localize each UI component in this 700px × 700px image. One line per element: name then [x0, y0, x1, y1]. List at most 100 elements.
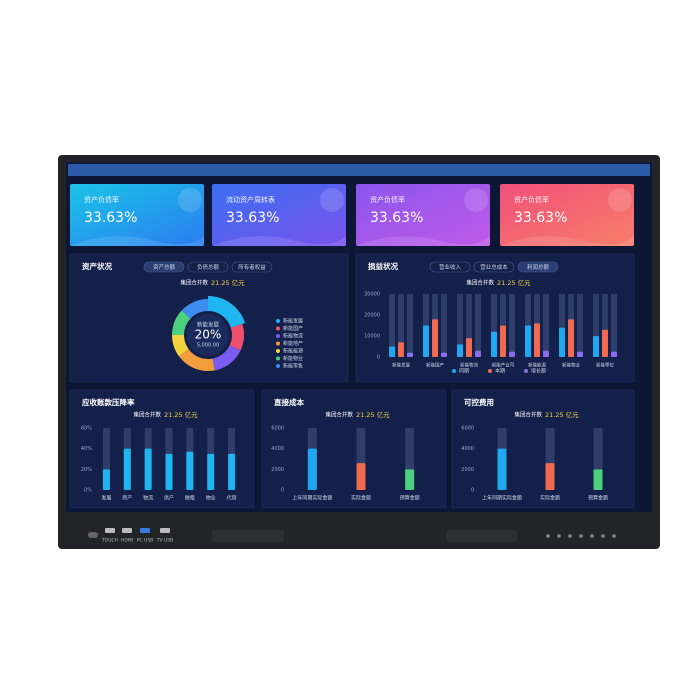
card-title: 资产负债率: [84, 195, 119, 204]
card-value: 33.63%: [370, 210, 423, 226]
y-tick-label: 6000: [271, 426, 284, 432]
card: [356, 184, 490, 246]
bar-track: [389, 294, 395, 357]
bar: [475, 350, 481, 357]
legend-label: 新能地产: [283, 340, 303, 347]
bar: [525, 325, 531, 357]
legend-label: 增长额: [531, 368, 546, 375]
y-tick-label: 0%: [84, 488, 92, 494]
tab-label[interactable]: 营业总成本: [480, 263, 508, 271]
bar-track: [475, 294, 481, 357]
card-title: 流动资产周转表: [226, 195, 275, 204]
tab[interactable]: [231, 261, 273, 273]
card-decoration: [500, 236, 634, 246]
panel-title: 直接成本: [274, 397, 304, 407]
legend-dot: [276, 349, 280, 353]
bar: [165, 453, 173, 490]
panel: [69, 389, 255, 509]
x-tick-label: 新能零位: [596, 362, 614, 369]
total: 21.25 亿元: [497, 278, 531, 287]
x-tick-label: 实际金额: [540, 495, 560, 502]
tab-label[interactable]: 负债总额: [197, 263, 220, 271]
tab-label[interactable]: 资产总额: [153, 263, 176, 271]
bar-track: [611, 294, 617, 357]
pie-slice: [181, 299, 208, 319]
port: [140, 528, 150, 533]
legend-label: 新能发展: [283, 318, 303, 325]
x-tick-label: 新能国产: [426, 362, 444, 369]
tab[interactable]: [187, 261, 229, 273]
center-value: 20%: [195, 328, 222, 342]
bar: [144, 448, 152, 490]
tab[interactable]: [473, 261, 515, 273]
bar: [186, 451, 194, 490]
bar: [207, 453, 215, 490]
legend-dot: [524, 369, 528, 373]
bar: [389, 346, 395, 357]
legend-label: 新能能源: [283, 348, 303, 355]
y-tick-label: 2000: [461, 467, 474, 473]
tab[interactable]: [517, 261, 559, 273]
pie-slice: [208, 296, 246, 328]
bar-track: [577, 294, 583, 357]
bar: [602, 329, 608, 357]
x-tick-label: 代管: [227, 495, 237, 502]
panel-title: 资产状况: [82, 261, 112, 271]
bar: [102, 469, 110, 490]
buttons[interactable]: [546, 534, 616, 538]
subtitle: 集团合并数: [180, 279, 208, 287]
bar: [432, 319, 438, 357]
bar: [534, 323, 540, 357]
tab-label[interactable]: 利润总额: [527, 263, 550, 271]
bar: [123, 448, 131, 490]
y-tick-label: 40%: [81, 446, 92, 452]
y-tick-label: 6000: [461, 426, 474, 432]
panel: [451, 389, 635, 509]
legend-dot: [276, 341, 280, 346]
bar: [457, 344, 463, 357]
bar: [545, 463, 555, 490]
legend-label: 新能物业: [283, 355, 303, 362]
power-button[interactable]: [88, 532, 98, 538]
card-decoration: [608, 188, 632, 212]
bar-track: [543, 294, 549, 357]
bar: [466, 338, 472, 357]
bar: [593, 336, 599, 357]
tab-label[interactable]: 所有者权益: [238, 263, 266, 271]
tab[interactable]: [143, 261, 185, 273]
tab[interactable]: [429, 261, 471, 273]
legend-dot: [276, 319, 280, 323]
y-tick-label: 4000: [461, 446, 474, 452]
legend-label: 新能零售: [283, 363, 303, 370]
y-tick-label: 2000: [271, 467, 284, 473]
bar: [398, 342, 404, 357]
x-tick-label: 发展: [101, 495, 111, 502]
bar-track: [398, 294, 404, 357]
card-decoration: [320, 188, 344, 212]
x-tick-label: 房产: [122, 495, 132, 502]
bar: [577, 351, 583, 357]
bar: [509, 351, 515, 357]
subtitle: 集团合并数: [514, 411, 542, 419]
port-label: PC USB: [137, 538, 154, 544]
card-title: 资产负债率: [370, 195, 405, 204]
card-value: 33.63%: [514, 210, 567, 226]
legend-label: 新能国产: [283, 325, 303, 332]
total: 21.25 亿元: [211, 278, 245, 287]
tab-label[interactable]: 营业收入: [439, 263, 462, 271]
panel: [261, 389, 447, 509]
y-tick-label: 20%: [81, 467, 92, 473]
bar: [593, 469, 603, 490]
x-tick-label: 新能物流: [460, 362, 478, 369]
speaker: [446, 530, 518, 542]
y-tick-label: 60%: [81, 426, 92, 432]
center-amount: 5,000.00: [197, 343, 219, 349]
x-tick-label: 新能能源: [528, 362, 546, 369]
bar: [491, 331, 497, 357]
card: [212, 184, 346, 246]
bar: [228, 453, 236, 490]
card: [70, 184, 204, 246]
x-tick-label: 新能产业司: [492, 362, 515, 369]
